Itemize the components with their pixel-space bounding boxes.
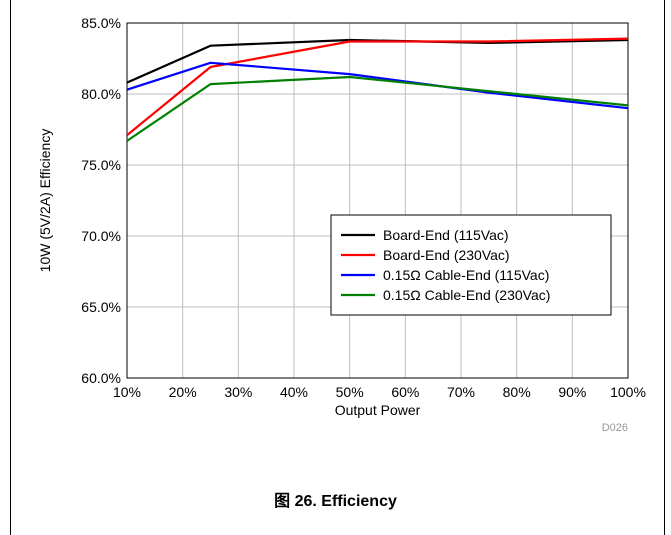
caption-text: 26. Efficiency	[294, 493, 397, 510]
legend-label: Board-End (115Vac)	[383, 227, 509, 243]
figure-caption: 图 26. Efficiency	[0, 487, 671, 511]
x-tick-label: 60%	[391, 384, 419, 400]
x-tick-label: 100%	[610, 384, 646, 400]
figure-frame	[10, 0, 665, 535]
y-tick-label: 75.0%	[81, 157, 121, 173]
figure-code: D026	[602, 422, 628, 434]
y-tick-label: 60.0%	[81, 370, 121, 386]
legend-label: 0.15Ω Cable-End (115Vac)	[383, 267, 549, 283]
series-line-4	[126, 75, 629, 142]
y-tick-label: 70.0%	[81, 228, 121, 244]
legend: Board-End (115Vac) Board-End (230Vac) 0.15…	[330, 214, 612, 316]
x-tick-label: 40%	[280, 384, 308, 400]
axis-ticks: 10% 20% 30% 40% 50% 60% 70% 80% 90% 100% 60.0% 65.0…	[81, 15, 646, 400]
series-line-2	[126, 37, 629, 137]
legend-label: Board-End (230Vac)	[383, 247, 510, 263]
x-tick-label: 30%	[224, 384, 252, 400]
caption-prefix: 图	[274, 493, 291, 510]
plot-area	[126, 22, 629, 379]
legend-label: 0.15Ω Cable-End (230Vac)	[383, 287, 550, 303]
x-tick-label: 20%	[169, 384, 197, 400]
x-axis-label: Output Power	[335, 402, 421, 418]
y-axis-label: 10W (5V/2A) Efficiency	[37, 129, 53, 273]
series-line-1	[126, 38, 629, 84]
x-tick-label: 70%	[447, 384, 475, 400]
y-tick-label: 85.0%	[81, 15, 121, 31]
x-tick-label: 50%	[336, 384, 364, 400]
y-tick-label: 65.0%	[81, 299, 121, 315]
x-tick-label: 80%	[503, 384, 531, 400]
legend-box	[330, 214, 612, 316]
x-tick-label: 90%	[558, 384, 586, 400]
series-lines	[126, 37, 629, 142]
series-line-3	[126, 61, 629, 110]
efficiency-chart: 10% 20% 30% 40% 50% 60% 70% 80% 90% 100% 60.0% 65.0…	[37, 15, 646, 434]
grid	[126, 22, 629, 379]
x-tick-label: 10%	[113, 384, 141, 400]
y-tick-label: 80.0%	[81, 86, 121, 102]
